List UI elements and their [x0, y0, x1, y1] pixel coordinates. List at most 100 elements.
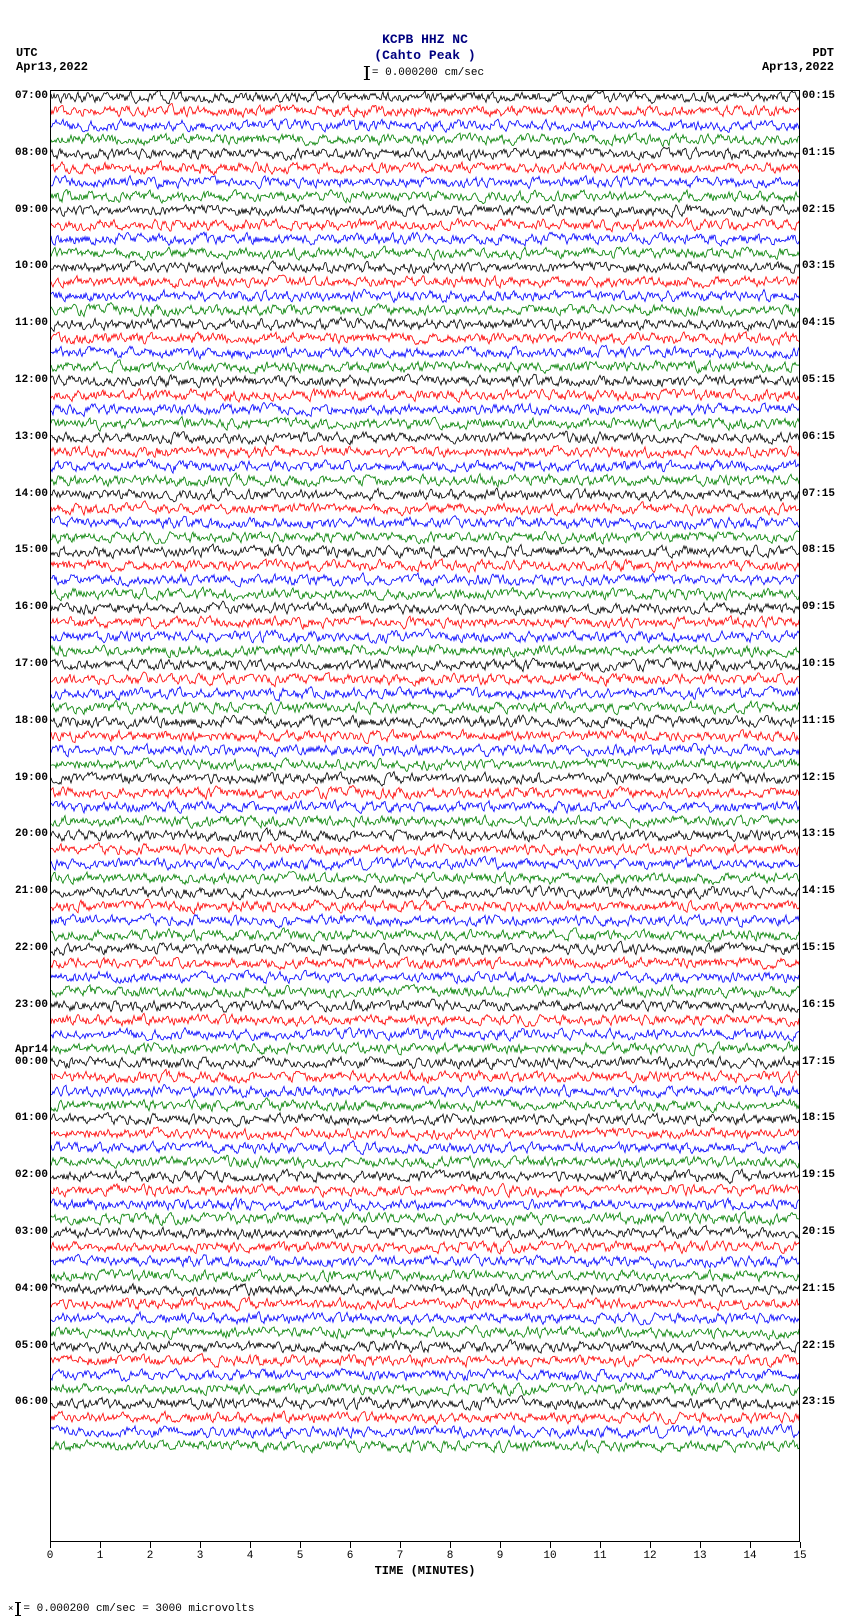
trace-row [51, 941, 800, 955]
tz-right: PDT Apr13,2022 [762, 46, 834, 75]
trace-row [51, 1340, 800, 1353]
trace-row [51, 473, 800, 487]
trace-row [51, 1283, 800, 1297]
trace-row [51, 886, 800, 900]
trace-row [51, 147, 800, 160]
trace-row [51, 205, 800, 218]
left-time-label: 06:00 [8, 1396, 48, 1408]
trace-row [51, 799, 800, 814]
trace-row [51, 1312, 800, 1326]
x-tick-label: 14 [743, 1550, 756, 1562]
right-time-label: 12:15 [802, 772, 842, 784]
x-tick-label: 9 [497, 1550, 504, 1562]
trace-row [51, 899, 800, 914]
x-tick-label: 3 [197, 1550, 204, 1562]
trace-row [51, 1155, 800, 1168]
trace-row [51, 686, 800, 701]
trace-row [51, 1297, 800, 1311]
x-tick-label: 4 [247, 1550, 254, 1562]
trace-row [51, 1198, 800, 1211]
trace-row [51, 715, 800, 729]
trace-row [51, 289, 800, 302]
header: UTC Apr13,2022 KCPB HHZ NC (Cahto Peak )… [0, 0, 850, 80]
x-axis: TIME (MINUTES) 0123456789101112131415 [50, 1542, 800, 1582]
trace-row [51, 261, 800, 275]
trace-row [51, 573, 800, 587]
right-time-label: 06:15 [802, 431, 842, 443]
x-tick [650, 1542, 651, 1548]
left-time-label: 07:00 [8, 90, 48, 102]
trace-row [51, 488, 800, 502]
helicorder-plot [50, 90, 800, 1542]
trace-row [51, 743, 800, 757]
trace-row [51, 431, 800, 445]
x-tick [400, 1542, 401, 1548]
scale-indicator: = 0.000200 cm/sec [366, 66, 484, 80]
x-axis-label: TIME (MINUTES) [375, 1564, 476, 1578]
trace-row [51, 1353, 800, 1367]
right-time-label: 11:15 [802, 715, 842, 727]
left-time-label: 22:00 [8, 942, 48, 954]
trace-row [51, 445, 800, 458]
trace-row [51, 119, 800, 133]
trace-row [51, 1013, 800, 1027]
trace-row [51, 1028, 800, 1042]
trace-row [51, 516, 800, 530]
left-time-label: 21:00 [8, 885, 48, 897]
trace-row [51, 1368, 800, 1381]
trace-row [51, 531, 800, 544]
trace-row [51, 1396, 800, 1410]
title-sub: (Cahto Peak ) [374, 48, 475, 63]
x-tick-label: 5 [297, 1550, 304, 1562]
trace-row [51, 360, 800, 374]
title-main: KCPB HHZ NC [382, 32, 468, 47]
x-tick [150, 1542, 151, 1548]
trace-row [51, 616, 800, 629]
trace-row [51, 914, 800, 928]
right-time-label: 07:15 [802, 488, 842, 500]
x-tick [200, 1542, 201, 1548]
left-time-label: 20:00 [8, 828, 48, 840]
trace-row [51, 1183, 800, 1197]
x-tick [700, 1542, 701, 1548]
trace-row [51, 374, 800, 388]
trace-row [51, 1042, 800, 1056]
x-tick [350, 1542, 351, 1548]
trace-row [51, 644, 800, 657]
trace-row [51, 1098, 800, 1113]
trace-row [51, 1411, 800, 1425]
right-time-label: 14:15 [802, 885, 842, 897]
trace-row [51, 1241, 800, 1254]
left-time-label: 04:00 [8, 1283, 48, 1295]
trace-row [51, 984, 800, 998]
tz-left-date: Apr13,2022 [16, 60, 88, 74]
scale-bar-icon [17, 1602, 19, 1616]
helicorder-container: UTC Apr13,2022 KCPB HHZ NC (Cahto Peak )… [0, 0, 850, 1616]
right-time-label: 16:15 [802, 999, 842, 1011]
trace-row [51, 332, 800, 346]
x-tick-label: 6 [347, 1550, 354, 1562]
trace-row [51, 1212, 800, 1226]
left-time-label: 12:00 [8, 374, 48, 386]
trace-row [51, 345, 800, 359]
x-tick-label: 7 [397, 1550, 404, 1562]
scale-bar-icon [366, 66, 368, 80]
trace-row [51, 317, 800, 331]
trace-row [51, 103, 800, 117]
trace-row [51, 928, 800, 942]
x-tick [500, 1542, 501, 1548]
trace-row [51, 389, 800, 403]
x-tick [800, 1542, 801, 1548]
left-time-label: 10:00 [8, 260, 48, 272]
trace-row [51, 1127, 800, 1141]
x-tick-label: 2 [147, 1550, 154, 1562]
trace-row [51, 133, 800, 147]
right-time-label: 19:15 [802, 1169, 842, 1181]
trace-row [51, 190, 800, 204]
trace-row [51, 629, 800, 643]
right-time-label: 21:15 [802, 1283, 842, 1295]
tz-left-label: UTC [16, 46, 88, 60]
left-time-label: 18:00 [8, 715, 48, 727]
x-tick-label: 11 [593, 1550, 606, 1562]
trace-row [51, 658, 800, 673]
